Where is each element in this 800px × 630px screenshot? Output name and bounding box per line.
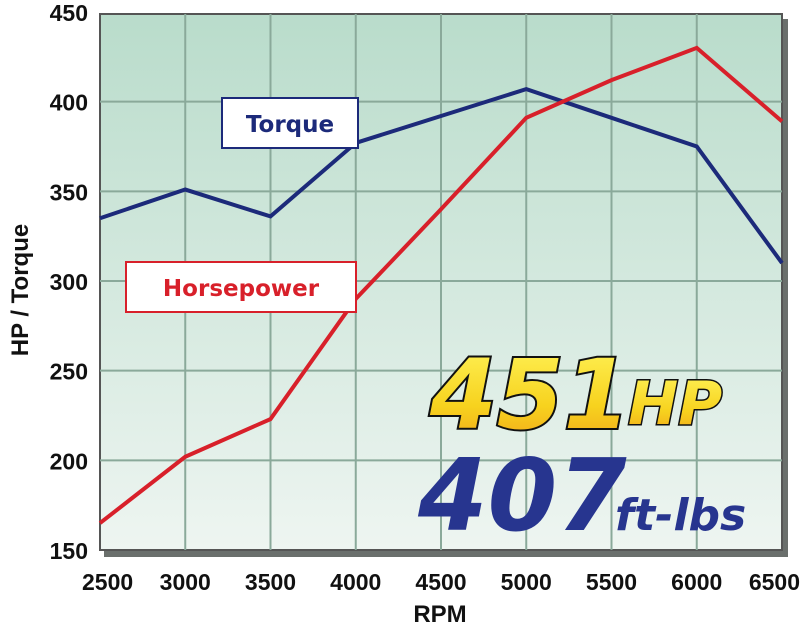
x-tick-label: 2500 [82, 569, 133, 595]
y-axis-label: HP / Torque [7, 224, 34, 356]
y-tick-label: 400 [50, 90, 88, 116]
x-tick-label: 5000 [501, 569, 552, 595]
torque-callout: 407 ft-lbs [417, 437, 746, 554]
x-tick-label: 3500 [245, 569, 296, 595]
y-tick-label: 150 [50, 538, 88, 564]
hp-value: 451 [429, 339, 630, 451]
y-tick-label: 350 [50, 179, 88, 205]
x-tick-label: 6000 [671, 569, 722, 595]
x-axis-label: RPM [413, 601, 466, 628]
legend-horsepower-label: Horsepower [163, 276, 320, 302]
torque-value: 407 [417, 437, 627, 554]
legend-horsepower: Horsepower [125, 261, 357, 313]
x-tick-label: 4000 [330, 569, 381, 595]
legend-torque-label: Torque [246, 112, 334, 138]
hp-callout: 451 HP [427, 337, 724, 453]
hp-unit: HP [628, 369, 722, 439]
legend-torque: Torque [221, 97, 359, 149]
x-tick-label: 6500 [749, 569, 800, 595]
y-tick-label: 250 [50, 359, 88, 385]
y-tick-label: 200 [50, 448, 88, 474]
x-tick-label: 5500 [586, 569, 637, 595]
y-tick-label: 300 [50, 269, 88, 295]
x-tick-label: 4500 [415, 569, 466, 595]
y-tick-label: 450 [50, 0, 88, 26]
x-tick-label: 3000 [160, 569, 211, 595]
torque-unit: ft-lbs [615, 490, 746, 541]
